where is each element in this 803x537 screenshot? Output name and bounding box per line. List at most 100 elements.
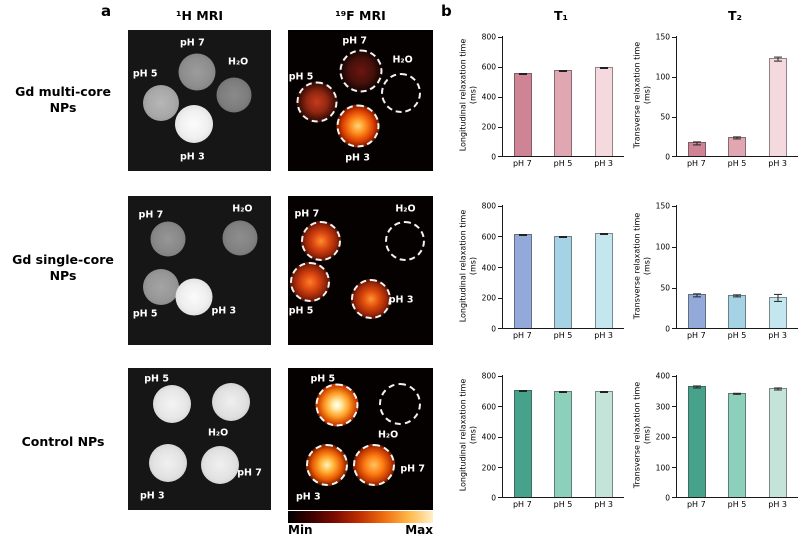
y-tick-mark — [498, 36, 502, 38]
y-tick-label: 200 — [481, 122, 496, 132]
sample-label: H₂O — [207, 427, 229, 439]
bar-ph3 — [768, 293, 787, 328]
y-tick-mark — [672, 36, 676, 38]
error-bar — [519, 234, 528, 237]
x-tick-label: pH 5 — [727, 500, 747, 509]
sample-spot — [142, 85, 179, 122]
y-tick-label: 800 — [481, 32, 496, 42]
error-bar — [773, 387, 782, 391]
sample-spot — [216, 77, 252, 113]
x-tick-label: pH 5 — [553, 500, 573, 509]
chart-t2-control: Transverse relaxation time (ms) 0 100 200 30… — [630, 369, 798, 513]
bar-ph7 — [688, 293, 707, 328]
error-bar — [693, 293, 702, 298]
y-tick-mark — [672, 76, 676, 78]
y-tick-label: 400 — [655, 371, 670, 381]
y-tick-mark — [498, 96, 502, 98]
bar-ph7 — [514, 72, 533, 156]
plot-area — [676, 375, 798, 498]
sample-roi-circle — [378, 382, 421, 425]
y-axis: 0 100 200 300 400 — [654, 371, 676, 503]
y-axis: 0 200 400 600 800 — [480, 372, 502, 503]
mri-19f-gd-multicore-nps: pH 7 H₂O pH 5 pH 3 — [288, 30, 433, 171]
y-tick-mark — [672, 205, 676, 207]
bar-ph5 — [554, 390, 573, 497]
row-label-gd-singlecore-nps: Gd single-core NPs — [12, 252, 114, 284]
y-tick-label: 0 — [491, 152, 496, 162]
sample-roi-circle — [381, 73, 422, 114]
error-bar — [599, 391, 608, 394]
mri-1h-gd-singlecore-nps: pH 7 H₂O pH 5 pH 3 — [128, 196, 271, 345]
y-tick-mark — [672, 436, 676, 438]
sample-label: H₂O — [228, 56, 249, 68]
y-tick-label: 0 — [665, 324, 670, 334]
y-tick-label: 0 — [665, 152, 670, 162]
sample-label: pH 7 — [400, 463, 426, 475]
sample-label: pH 5 — [144, 373, 169, 385]
x-tick-label: pH 3 — [594, 159, 613, 168]
sample-spot — [153, 384, 192, 423]
sample-label: pH 5 — [132, 68, 158, 80]
y-tick-label: 200 — [655, 432, 670, 442]
x-tick-label: pH 3 — [594, 331, 613, 340]
y-tick-label: 400 — [481, 263, 496, 272]
sample-spot — [175, 278, 213, 316]
y-tick-label: 50 — [660, 112, 670, 122]
bar-ph7 — [688, 141, 707, 156]
sample-label: pH 3 — [295, 491, 321, 503]
bar-ph7 — [514, 234, 533, 328]
y-tick-label: 200 — [481, 293, 496, 303]
x-tick-label: pH 5 — [553, 159, 573, 168]
error-bar — [559, 69, 568, 72]
chart-t1-control: Longitudinal relaxation time (ms) 0 200 400… — [456, 369, 624, 513]
chart-t1-gd-multicore: Longitudinal relaxation time (ms) 0 200 400… — [456, 30, 624, 172]
y-tick-mark — [498, 297, 502, 299]
sample-label: pH 7 — [342, 35, 368, 47]
y-tick-label: 400 — [481, 432, 496, 442]
y-axis-label: Transverse relaxation time (ms) — [632, 382, 651, 489]
y-tick-mark — [498, 126, 502, 128]
sample-roi-circle — [385, 220, 426, 261]
column-header-t1: T₁ — [553, 8, 568, 23]
row-label-control-nps: Control NPs — [21, 434, 105, 449]
sample-label: pH 7 — [294, 208, 320, 220]
x-tick-label: pH 7 — [512, 159, 532, 168]
sample-label: pH 3 — [388, 294, 414, 306]
plot-area — [676, 36, 798, 157]
sample-roi-circle — [306, 443, 349, 486]
y-tick-mark — [498, 156, 502, 157]
error-bar — [693, 141, 702, 145]
y-tick-mark — [672, 116, 676, 118]
sample-roi-circle — [315, 383, 359, 427]
x-tick-label: pH 3 — [594, 500, 613, 509]
sample-roi-circle — [301, 220, 342, 261]
sample-spot — [178, 53, 216, 91]
y-tick-mark — [498, 236, 502, 238]
sample-label: pH 3 — [139, 490, 165, 502]
y-tick-label: 0 — [665, 493, 670, 503]
x-tick-label: pH 7 — [686, 159, 706, 168]
y-tick-label: 300 — [655, 402, 670, 411]
error-bar — [733, 294, 742, 298]
y-axis: 0 200 400 600 800 — [480, 32, 502, 162]
sample-spot — [200, 445, 239, 484]
sample-label: pH 5 — [288, 305, 314, 317]
bar-ph7 — [688, 385, 707, 497]
y-tick-label: 0 — [491, 493, 496, 503]
y-tick-mark — [498, 375, 502, 377]
y-tick-label: 150 — [655, 32, 670, 42]
sample-label: pH 3 — [211, 305, 237, 317]
y-axis-label: Longitudinal relaxation time (ms) — [458, 209, 477, 322]
y-tick-mark — [498, 205, 502, 207]
sample-label: pH 5 — [310, 373, 336, 385]
y-tick-mark — [498, 406, 502, 407]
sample-spot — [211, 383, 250, 422]
sample-roi-circle — [296, 81, 338, 123]
y-tick-label: 600 — [481, 232, 496, 242]
y-axis: 0 50 100 150 — [654, 202, 676, 334]
x-axis-labels: pH 7 pH 5 pH 3 — [502, 498, 624, 513]
y-tick-label: 100 — [655, 463, 670, 472]
colorbar-gradient — [288, 511, 433, 523]
x-tick-label: pH 3 — [768, 159, 787, 168]
